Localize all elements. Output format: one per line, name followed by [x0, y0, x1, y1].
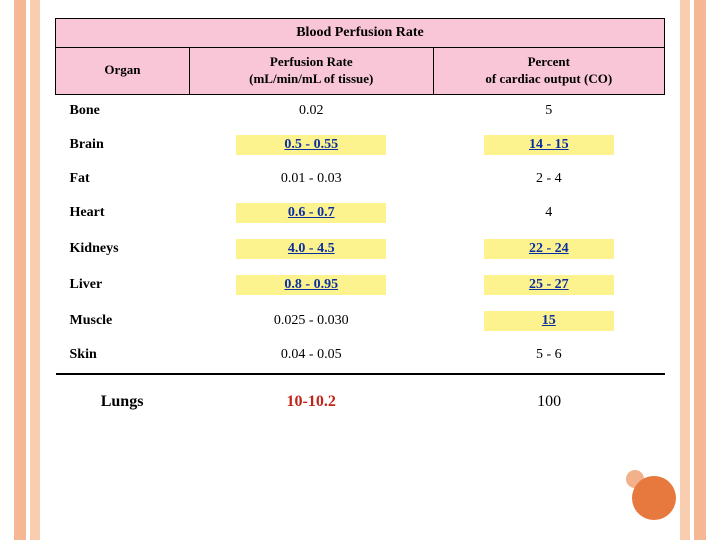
- header-co-line2: of cardiac output (CO): [485, 71, 612, 86]
- co-value: 5: [545, 103, 552, 118]
- decor-stripe: [694, 0, 706, 540]
- rate-value: 0.6 - 0.7: [288, 205, 335, 220]
- header-co-line1: Percent: [528, 54, 570, 69]
- cell-co: 25 - 27: [433, 267, 664, 303]
- co-value: 14 - 15: [529, 137, 569, 152]
- table-row: Skin 0.04 - 0.05 5 - 6: [56, 339, 665, 374]
- cell-rate: 0.01 - 0.03: [189, 163, 433, 195]
- lungs-organ: Lungs: [55, 393, 189, 411]
- decor-stripe: [680, 0, 690, 540]
- table-row: Heart 0.6 - 0.7 4: [56, 195, 665, 231]
- header-rate-line2: (mL/min/mL of tissue): [249, 71, 373, 86]
- cell-co: 5 - 6: [433, 339, 664, 374]
- cell-organ: Muscle: [56, 303, 190, 339]
- cell-organ: Heart: [56, 195, 190, 231]
- lungs-rate: 10-10.2: [189, 393, 433, 411]
- table-title: Blood Perfusion Rate: [56, 19, 665, 48]
- decor-stripe: [30, 0, 40, 540]
- cell-organ: Liver: [56, 267, 190, 303]
- cell-co: 4: [433, 195, 664, 231]
- cell-rate: 0.02: [189, 94, 433, 127]
- table-row: Fat 0.01 - 0.03 2 - 4: [56, 163, 665, 195]
- table-row: Brain 0.5 - 0.55 14 - 15: [56, 127, 665, 163]
- slide-content: Blood Perfusion Rate Organ Perfusion Rat…: [55, 18, 665, 411]
- lungs-row: Lungs 10-10.2 100: [55, 393, 665, 411]
- cell-organ: Skin: [56, 339, 190, 374]
- table-row: Bone 0.02 5: [56, 94, 665, 127]
- cell-co: 2 - 4: [433, 163, 664, 195]
- rate-value: 0.8 - 0.95: [284, 277, 338, 292]
- table-row: Muscle 0.025 - 0.030 15: [56, 303, 665, 339]
- cell-rate: 0.025 - 0.030: [189, 303, 433, 339]
- cell-organ: Kidneys: [56, 231, 190, 267]
- cell-organ: Bone: [56, 94, 190, 127]
- cell-rate: 0.6 - 0.7: [189, 195, 433, 231]
- header-co: Percent of cardiac output (CO): [433, 48, 664, 95]
- rate-value: 4.0 - 4.5: [288, 241, 335, 256]
- rate-value: 0.5 - 0.55: [284, 137, 338, 152]
- perfusion-table: Blood Perfusion Rate Organ Perfusion Rat…: [55, 18, 665, 375]
- header-rate-line1: Perfusion Rate: [270, 54, 353, 69]
- cell-rate: 0.8 - 0.95: [189, 267, 433, 303]
- table-row: Kidneys 4.0 - 4.5 22 - 24: [56, 231, 665, 267]
- header-organ: Organ: [56, 48, 190, 95]
- co-value: 4: [545, 205, 552, 220]
- co-value: 25 - 27: [529, 277, 569, 292]
- decor-circle-big: [632, 476, 676, 520]
- cell-co: 15: [433, 303, 664, 339]
- cell-co: 5: [433, 94, 664, 127]
- cell-rate: 4.0 - 4.5: [189, 231, 433, 267]
- corner-decoration: [620, 464, 676, 520]
- co-value: 5 - 6: [536, 347, 562, 362]
- co-value: 22 - 24: [529, 241, 569, 256]
- co-value: 2 - 4: [536, 171, 562, 186]
- cell-co: 14 - 15: [433, 127, 664, 163]
- table-header-row: Organ Perfusion Rate (mL/min/mL of tissu…: [56, 48, 665, 95]
- rate-value: 0.025 - 0.030: [274, 313, 349, 328]
- header-rate: Perfusion Rate (mL/min/mL of tissue): [189, 48, 433, 95]
- cell-co: 22 - 24: [433, 231, 664, 267]
- lungs-co: 100: [433, 393, 665, 411]
- rate-value: 0.02: [299, 103, 324, 118]
- cell-organ: Fat: [56, 163, 190, 195]
- decor-stripe: [14, 0, 26, 540]
- cell-organ: Brain: [56, 127, 190, 163]
- cell-rate: 0.5 - 0.55: [189, 127, 433, 163]
- cell-rate: 0.04 - 0.05: [189, 339, 433, 374]
- table-title-row: Blood Perfusion Rate: [56, 19, 665, 48]
- rate-value: 0.01 - 0.03: [281, 171, 342, 186]
- co-value: 15: [542, 313, 556, 328]
- rate-value: 0.04 - 0.05: [281, 347, 342, 362]
- table-row: Liver 0.8 - 0.95 25 - 27: [56, 267, 665, 303]
